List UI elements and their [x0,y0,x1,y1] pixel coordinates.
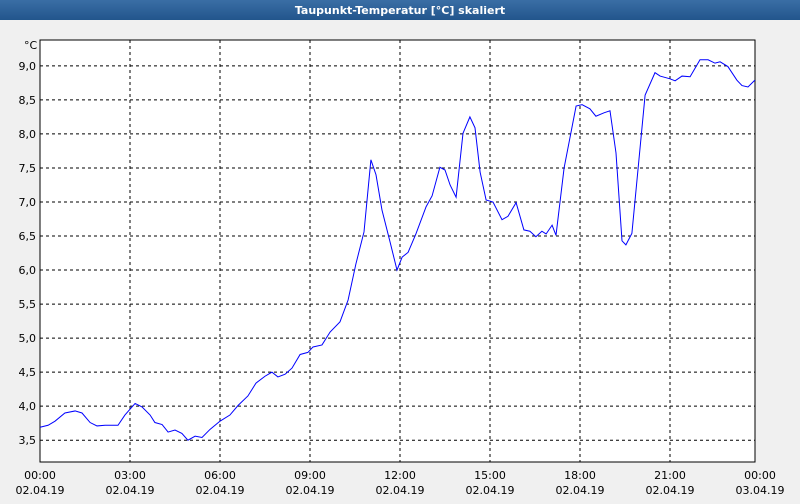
x-tick-date: 02.04.19 [466,484,515,497]
y-tick-label: 4,5 [19,366,37,379]
x-tick-date: 02.04.19 [646,484,695,497]
x-tick-date: 02.04.19 [556,484,605,497]
x-tick-date: 03.04.19 [736,484,785,497]
x-tick-label: 15:00 [474,469,506,482]
y-tick-label: 5,5 [19,298,37,311]
x-tick-date: 02.04.19 [106,484,155,497]
x-tick-date: 02.04.19 [286,484,335,497]
plot-area [39,39,756,463]
y-tick-label: 7,0 [19,196,37,209]
title-bar [0,0,800,20]
x-tick-label: 12:00 [384,469,416,482]
y-tick-label: 8,0 [19,128,37,141]
x-tick-label: 03:00 [114,469,146,482]
x-tick-date: 02.04.19 [16,484,65,497]
y-tick-label: 4,0 [19,400,37,413]
y-axis-label: °C [24,39,38,52]
x-tick-date: 02.04.19 [376,484,425,497]
x-tick-date: 02.04.19 [196,484,245,497]
chart-title: Taupunkt-Temperatur [°C] skaliert [295,4,505,17]
x-tick-label: 00:00 [24,469,56,482]
y-tick-label: 3,5 [19,434,37,447]
y-tick-label: 6,0 [19,264,37,277]
y-tick-label: 6,5 [19,230,37,243]
x-tick-label: 00:00 [744,469,776,482]
x-tick-label: 18:00 [564,469,596,482]
y-tick-label: 9,0 [19,60,37,73]
x-tick-label: 21:00 [654,469,686,482]
data-line [39,59,756,441]
y-tick-label: 8,5 [19,94,37,107]
x-tick-label: 09:00 [294,469,326,482]
y-tick-label: 7,5 [19,162,37,175]
y-tick-label: 5,0 [19,332,37,345]
x-tick-label: 06:00 [204,469,236,482]
